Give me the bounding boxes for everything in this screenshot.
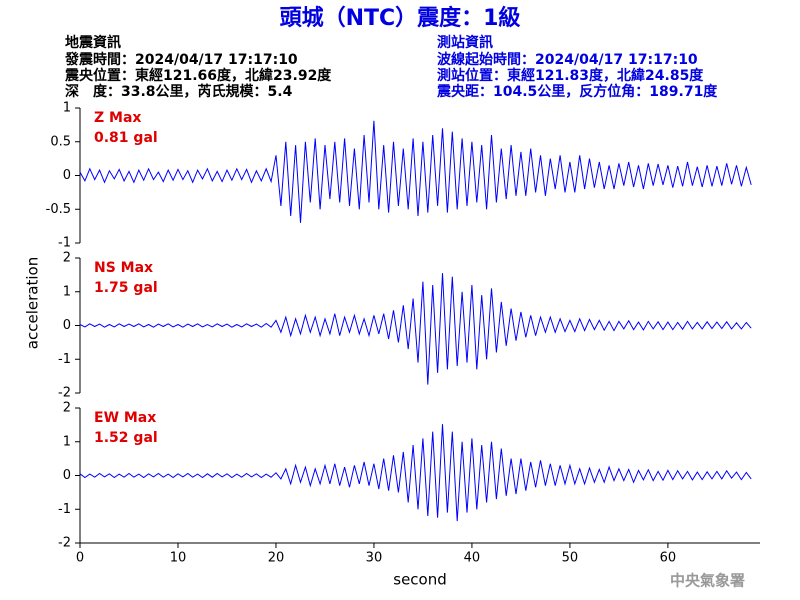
x-axis-label: second [393,571,447,589]
y-tick-label: 0.5 [50,134,71,149]
quake-info: 震央位置：東經121.66度，北緯23.92度 [64,67,332,84]
x-tick-label: 50 [562,551,579,566]
quake-info: 發震時間：2024/04/17 17:17:10 [64,51,298,68]
y-tick-label: -2 [58,386,71,401]
max-label: 1.52 gal [94,430,158,446]
x-tick-label: 40 [464,551,481,566]
y-tick-label: 0 [63,468,71,483]
y-tick-label: 1 [63,101,71,116]
x-tick-label: 10 [170,551,187,566]
x-tick-label: 30 [366,551,383,566]
y-tick-label: 0 [63,168,71,183]
y-tick-label: -1 [58,236,71,251]
y-tick-label: 2 [63,401,71,416]
max-label: 0.81 gal [94,130,158,146]
station-info: 震央距：104.5公里，反方位角：189.71度 [436,83,718,100]
y-tick-label: -1 [58,502,71,517]
x-tick-label: 0 [76,551,84,566]
quake-info: 深 度：33.8公里，芮氏規模：5.4 [65,83,293,100]
waveform [79,120,752,223]
y-tick-label: -2 [58,536,71,551]
y-tick-label: -1 [58,352,71,367]
x-tick-label: 60 [660,551,677,566]
station-info: 測站資訊 [437,34,493,51]
station-info: 波線起始時間：2024/04/17 17:17:10 [437,51,698,68]
panel-label: Z Max [94,110,141,126]
y-tick-label: 2 [63,251,71,266]
y-tick-label: 1 [63,284,71,299]
y-axis-label: acceleration [24,257,42,349]
watermark: 中央氣象署 [670,572,745,590]
y-tick-label: 0 [63,318,71,333]
y-tick-label: -0.5 [46,202,71,217]
max-label: 1.75 gal [94,280,158,296]
panel-label: NS Max [94,260,153,276]
quake-info: 地震資訊 [65,34,121,51]
y-tick-label: 1 [63,434,71,449]
chart-title: 頭城（NTC）震度：1級 [280,5,521,31]
waveform [79,273,752,385]
panel-label: EW Max [94,410,156,426]
waveform [79,424,752,522]
station-info: 測站位置：東經121.83度，北緯24.85度 [437,67,704,84]
x-tick-label: 20 [268,551,285,566]
